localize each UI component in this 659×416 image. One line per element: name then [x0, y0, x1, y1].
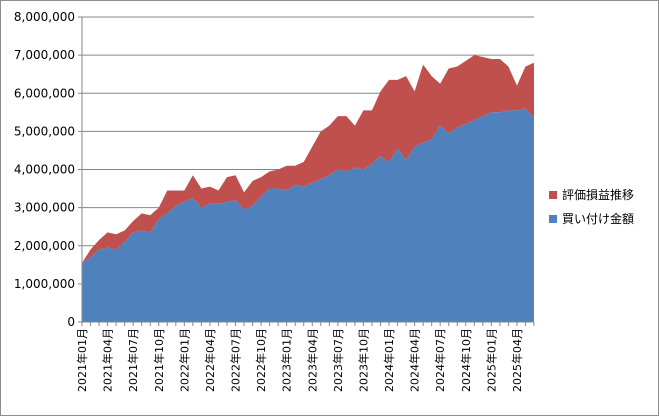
y-tick-label-8: 8,000,000	[14, 10, 75, 24]
x-tick-label-6: 2022年07月	[229, 328, 243, 392]
x-tick-label-10: 2023年07月	[331, 328, 345, 392]
x-tick-label-0: 2021年01月	[75, 328, 89, 392]
y-tick-label-6: 6,000,000	[14, 86, 75, 100]
y-tick-label-3: 3,000,000	[14, 201, 75, 215]
x-tick-label-16: 2025年01月	[484, 328, 498, 392]
y-tick-label-1: 1,000,000	[14, 277, 75, 291]
x-tick-label-3: 2021年10月	[152, 328, 166, 392]
x-tick-label-8: 2023年01月	[280, 328, 294, 392]
x-tick-label-15: 2024年10月	[459, 328, 473, 392]
x-tick-label-1: 2021年04月	[101, 328, 115, 392]
legend-label-1: 評価損益推移	[562, 187, 634, 202]
y-axis-ticks: 0 1,000,000 2,000,000 3,000,000 4,000,000 5,0…	[14, 10, 82, 329]
x-tick-label-12: 2024年01月	[382, 328, 396, 392]
x-tick-label-4: 2022年01月	[177, 328, 191, 392]
x-axis-ticks: 2021年01月 2021年04月 2021年07月 2021年10月 2022年01月…	[75, 322, 535, 392]
x-tick-label-11: 2023年10月	[356, 328, 370, 392]
legend-swatch-1	[549, 191, 557, 199]
area-series-0	[82, 108, 534, 322]
area-series-1	[82, 55, 534, 263]
y-tick-label-2: 2,000,000	[14, 239, 75, 253]
x-tick-label-2: 2021年07月	[126, 328, 140, 392]
x-tick-label-7: 2022年10月	[254, 328, 268, 392]
x-tick-label-17: 2025年04月	[510, 328, 524, 392]
x-tick-label-5: 2022年04月	[203, 328, 217, 392]
legend-swatch-0	[549, 215, 557, 223]
y-tick-label-4: 4,000,000	[14, 163, 75, 177]
legend-label-0: 買い付け金額	[562, 211, 634, 226]
y-tick-label-7: 7,000,000	[14, 48, 75, 62]
x-tick-label-14: 2024年07月	[433, 328, 447, 392]
y-tick-label-0: 0	[67, 315, 75, 329]
y-tick-label-5: 5,000,000	[14, 124, 75, 138]
x-tick-label-9: 2023年04月	[305, 328, 319, 392]
area-series	[82, 55, 534, 322]
x-tick-label-13: 2024年04月	[408, 328, 422, 392]
